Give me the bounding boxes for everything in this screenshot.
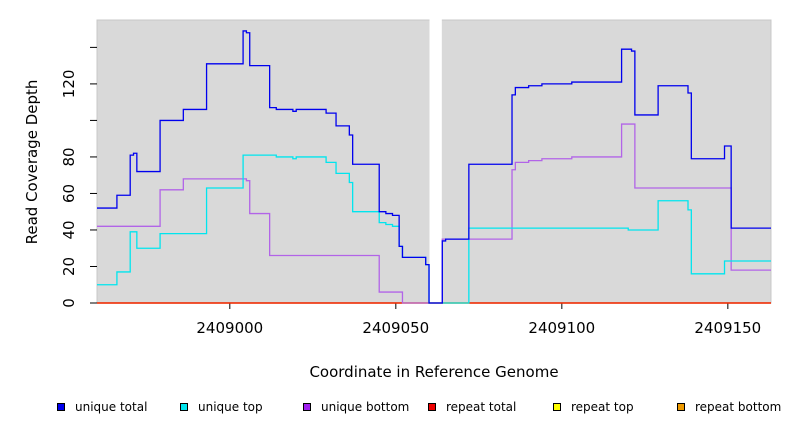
y-tick-label: 40 [60,220,78,239]
series-unique-total [97,30,771,304]
legend-item: unique total [57,400,147,414]
legend-label: unique bottom [321,400,410,414]
series-unique-top [97,154,771,304]
legend-swatch [180,403,188,411]
legend-item: unique top [180,400,263,414]
legend-swatch [677,403,685,411]
y-tick-label: 0 [60,298,78,308]
legend-item: repeat bottom [677,400,781,414]
x-tick-label: 2409050 [362,319,429,337]
y-tick-label: 20 [60,257,78,276]
x-tick-label: 2409100 [528,319,595,337]
plot-background [96,19,772,304]
legend-label: repeat bottom [695,400,782,414]
x-axis-ticks: 2409000 2409050 2409100 2409150 [196,303,761,337]
y-tick-label: 120 [60,70,78,99]
x-tick-label: 2409150 [694,319,761,337]
legend-item: unique bottom [303,400,409,414]
legend-label: unique total [75,400,148,414]
series-unique-bottom [97,123,771,304]
legend: unique total unique top unique bottom repea… [0,400,792,418]
legend-label: unique top [198,400,263,414]
legend-item: repeat top [553,400,634,414]
x-tick-label: 2409000 [196,319,263,337]
gap-region [429,19,442,303]
y-tick-label: 80 [60,147,78,166]
legend-swatch [428,403,436,411]
legend-swatch [553,403,561,411]
y-tick-label: 60 [60,184,78,203]
legend-label: repeat total [446,400,517,414]
series-layer [97,30,771,304]
legend-label: repeat top [571,400,634,414]
legend-swatch [303,403,311,411]
y-axis-title: Read Coverage Depth [23,80,41,245]
y-axis-ticks: 0 20 40 60 80 120 [60,46,97,308]
legend-item: repeat total [428,400,516,414]
x-axis-title: Coordinate in Reference Genome [309,363,558,381]
legend-swatch [57,403,65,411]
